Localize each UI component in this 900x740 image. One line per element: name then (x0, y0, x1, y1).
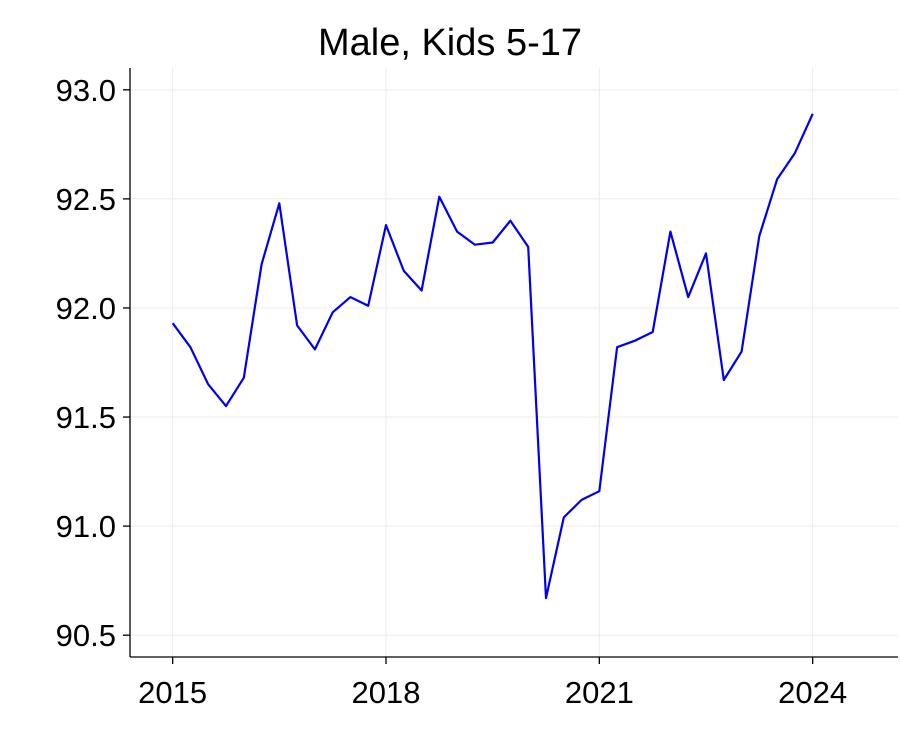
y-tick-label-0: 90.5 (56, 618, 116, 653)
gridlines (130, 68, 898, 657)
y-tick-label-4: 92.5 (56, 182, 116, 217)
y-tick-label-1: 91.0 (56, 509, 116, 544)
series-layer (171, 113, 814, 600)
y-tick-label-2: 91.5 (56, 400, 116, 435)
tick-labels: 2015 2018 2021 2024 90.5 91.0 91.5 92.0 92.5 93.0 (56, 73, 847, 710)
x-tick-label-3: 2024 (778, 675, 847, 710)
x-tick-label-2: 2021 (565, 675, 634, 710)
axes (129, 68, 898, 658)
x-tick-label-0: 2015 (138, 675, 207, 710)
y-tick-label-5: 93.0 (56, 73, 116, 108)
chart-title: Male, Kids 5-17 (318, 22, 582, 64)
series-line-0 (171, 113, 814, 600)
x-tick-label-1: 2018 (352, 675, 421, 710)
y-tick-label-3: 92.0 (56, 291, 116, 326)
